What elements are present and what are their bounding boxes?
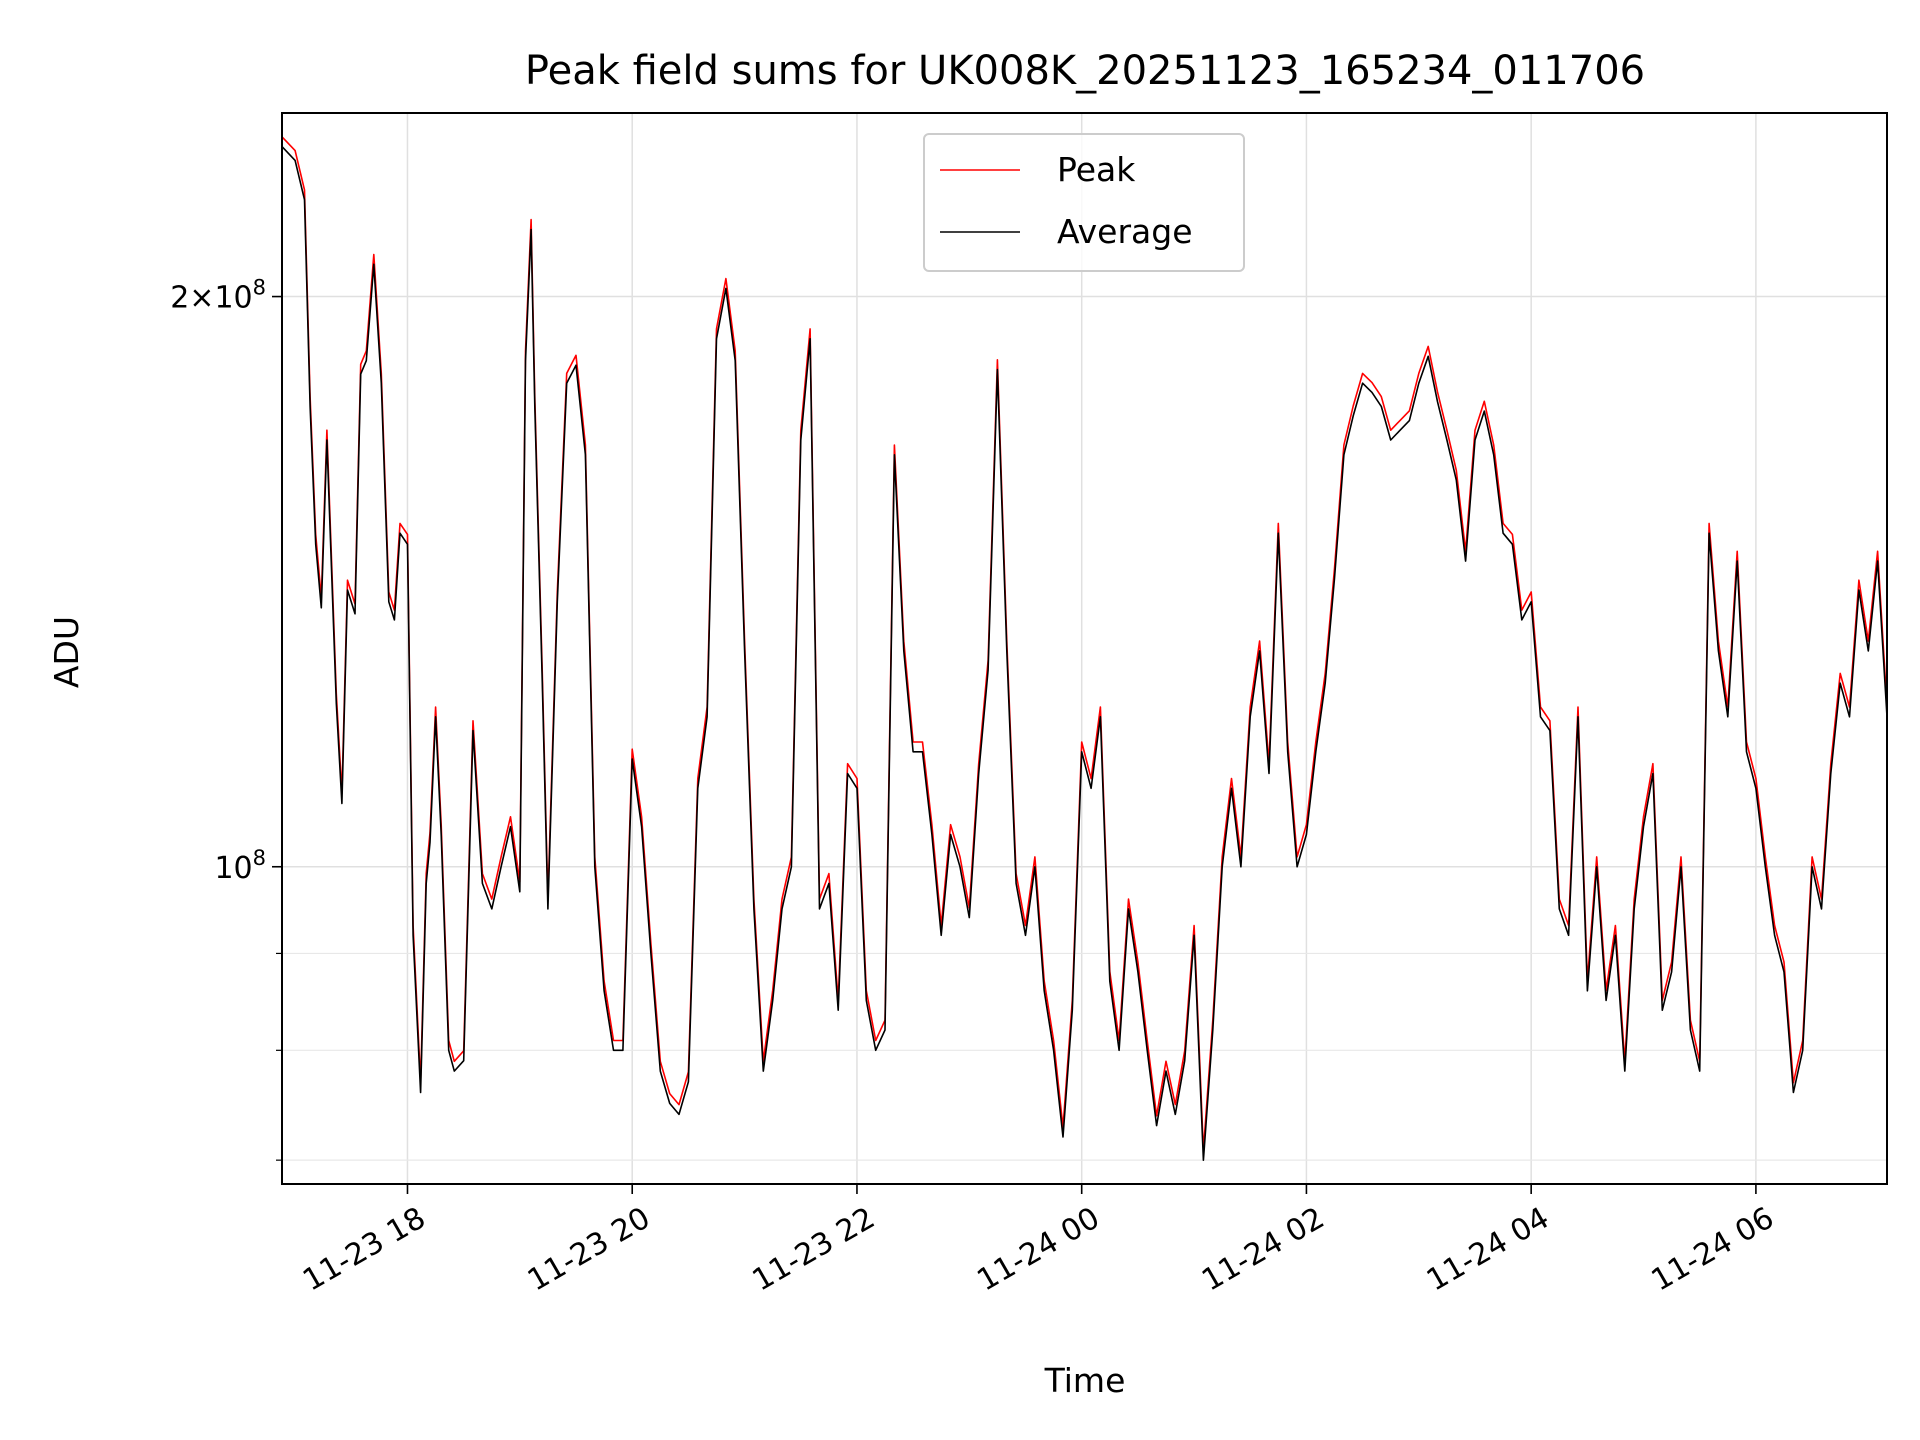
legend-label-average: Average <box>1057 212 1193 251</box>
y-tick-label: 2×108 <box>170 276 266 316</box>
series-layer <box>282 136 1887 1161</box>
legend-box <box>923 133 1245 272</box>
x-axis-title: Time <box>1044 1361 1126 1400</box>
y-axis: 108 2×108 <box>170 276 282 1161</box>
legend: Peak Average <box>923 133 1245 272</box>
chart-title: Peak field sums for UK008K_20251123_1652… <box>525 48 1645 94</box>
y-tick-label: 108 <box>214 846 266 886</box>
y-axis-title: ADU <box>47 616 86 688</box>
legend-label-peak: Peak <box>1057 150 1136 189</box>
plot-frame <box>281 112 1888 1185</box>
series-line-average <box>282 146 1887 1161</box>
